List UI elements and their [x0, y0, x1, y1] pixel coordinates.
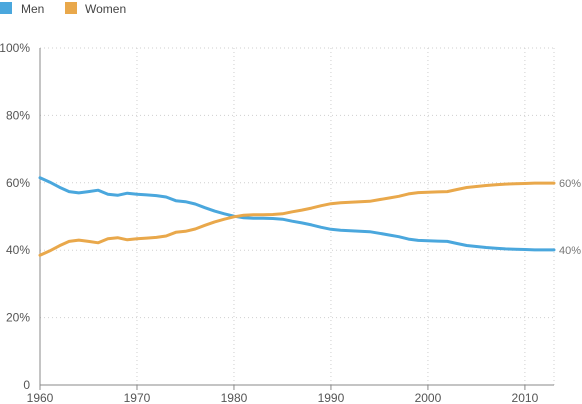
x-tick-label-2000: 2000	[415, 391, 442, 404]
series-line-women	[38, 181, 556, 257]
x-tick-label-1990: 1990	[318, 391, 345, 404]
y-tick-label-100: 100%	[0, 41, 30, 55]
series-lines	[38, 176, 556, 257]
series-line-men	[38, 176, 556, 252]
y-tick-label-20: 20%	[6, 311, 30, 325]
x-tick-label-1970: 1970	[124, 391, 151, 404]
end-value-label-women: 60%	[559, 178, 581, 190]
y-tick-label-40: 40%	[6, 243, 30, 257]
y-tick-label-0: 0	[23, 378, 30, 392]
tick-labels: 0 20% 40% 60% 80% 100% 1960 1970 1980 1990 2000 201…	[0, 41, 581, 404]
x-tick-label-1980: 1980	[221, 391, 248, 404]
legend: Men Women	[0, 2, 126, 16]
end-value-label-men: 40%	[559, 245, 581, 257]
y-tick-label-60: 60%	[6, 176, 30, 190]
x-tick-label-2010: 2010	[512, 391, 539, 404]
legend-label-men: Men	[21, 2, 44, 16]
x-tick-label-1960: 1960	[27, 391, 54, 404]
y-tick-label-80: 80%	[6, 108, 30, 122]
gridlines	[40, 47, 555, 385]
legend-swatch-women	[65, 2, 77, 14]
axes	[39, 48, 554, 390]
legend-label-women: Women	[85, 2, 126, 16]
legend-swatch-men	[0, 2, 12, 14]
